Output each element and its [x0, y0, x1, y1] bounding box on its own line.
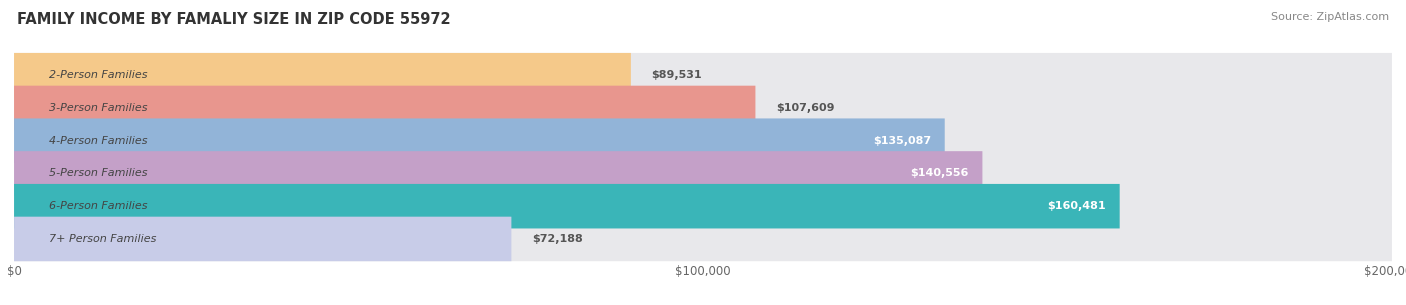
Text: FAMILY INCOME BY FAMALIY SIZE IN ZIP CODE 55972: FAMILY INCOME BY FAMALIY SIZE IN ZIP COD…: [17, 12, 450, 27]
FancyBboxPatch shape: [14, 184, 1119, 228]
Text: 4-Person Families: 4-Person Families: [48, 136, 148, 146]
FancyBboxPatch shape: [14, 217, 512, 261]
Text: $135,087: $135,087: [873, 136, 931, 146]
FancyBboxPatch shape: [14, 151, 1392, 196]
Text: $89,531: $89,531: [651, 70, 702, 80]
FancyBboxPatch shape: [14, 86, 1392, 130]
Text: $107,609: $107,609: [776, 103, 835, 113]
Text: 7+ Person Families: 7+ Person Families: [48, 234, 156, 244]
Text: 3-Person Families: 3-Person Families: [48, 103, 148, 113]
FancyBboxPatch shape: [14, 53, 1392, 98]
Text: Source: ZipAtlas.com: Source: ZipAtlas.com: [1271, 12, 1389, 22]
FancyBboxPatch shape: [14, 118, 945, 163]
Text: $160,481: $160,481: [1047, 201, 1107, 211]
FancyBboxPatch shape: [14, 151, 983, 196]
FancyBboxPatch shape: [14, 86, 755, 130]
FancyBboxPatch shape: [14, 118, 1392, 163]
FancyBboxPatch shape: [14, 217, 1392, 261]
Text: 5-Person Families: 5-Person Families: [48, 168, 148, 178]
FancyBboxPatch shape: [14, 53, 631, 98]
Text: $72,188: $72,188: [531, 234, 583, 244]
Text: $140,556: $140,556: [910, 168, 969, 178]
FancyBboxPatch shape: [14, 184, 1392, 228]
Text: 2-Person Families: 2-Person Families: [48, 70, 148, 80]
Text: 6-Person Families: 6-Person Families: [48, 201, 148, 211]
